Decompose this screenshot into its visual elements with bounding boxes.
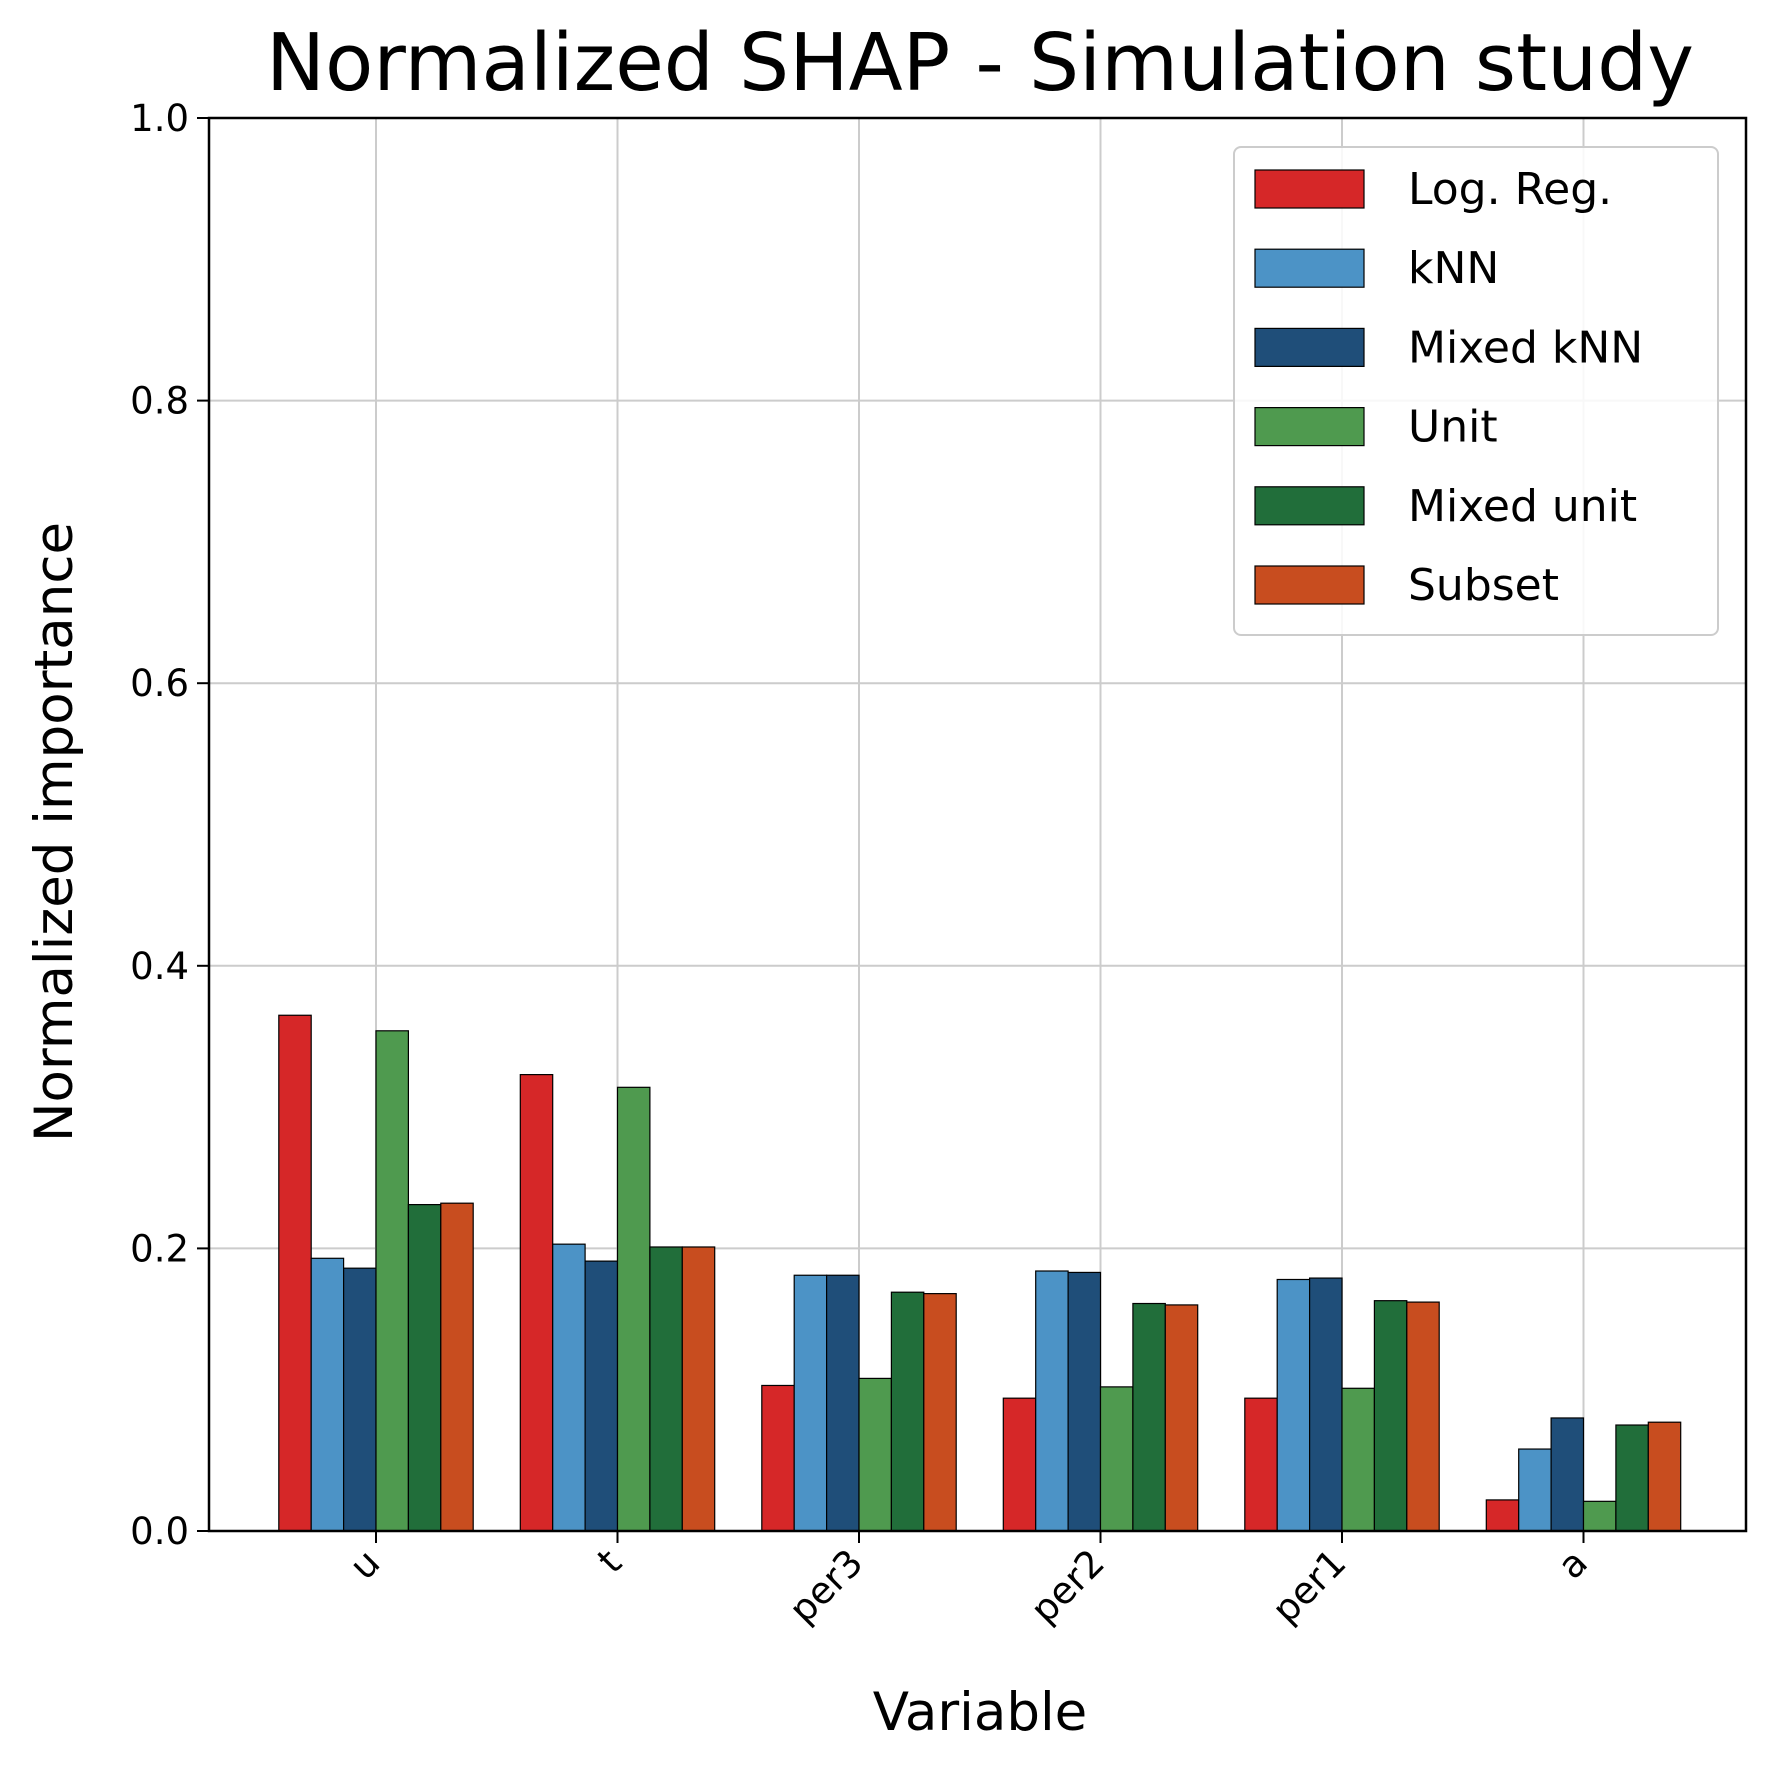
y-axis-label: Normalized importance xyxy=(24,522,85,1142)
bar-mixed-knn-per3 xyxy=(825,1274,860,1532)
y-tick-label: 0.4 xyxy=(130,945,189,988)
y-tick-label: 0.0 xyxy=(130,1510,189,1553)
legend-label: Unit xyxy=(1408,402,1498,453)
bar-unit-per1 xyxy=(1341,1387,1376,1532)
legend-label: Mixed kNN xyxy=(1408,322,1643,373)
bar-mixed-knn-a xyxy=(1550,1417,1585,1532)
bar-unit-t xyxy=(616,1086,651,1532)
x-tick-label: per3 xyxy=(781,1541,872,1632)
bar-log-reg-per3 xyxy=(761,1384,795,1532)
legend-swatch xyxy=(1254,565,1365,605)
bar-mixed-knn-u xyxy=(343,1267,377,1532)
bar-mixed-unit-per2 xyxy=(1132,1302,1166,1532)
bars-layer xyxy=(278,1014,1682,1532)
bar-mixed-unit-a xyxy=(1615,1424,1649,1532)
y-tick-label: 0.2 xyxy=(130,1227,189,1270)
bar-log-reg-per2 xyxy=(1002,1397,1037,1532)
y-tick-label: 0.6 xyxy=(130,662,189,705)
legend-swatch xyxy=(1254,327,1365,367)
plot-frame xyxy=(207,116,1748,1533)
x-tick-label: per2 xyxy=(1022,1541,1113,1632)
bar-mixed-unit-per3 xyxy=(890,1291,925,1532)
legend-swatch xyxy=(1254,169,1365,209)
bar-log-reg-a xyxy=(1485,1499,1520,1532)
bar-knn-t xyxy=(552,1243,586,1532)
bar-unit-u xyxy=(375,1030,410,1532)
legend: Log. Reg. kNN Mixed kNN Unit Mixed unit Subse… xyxy=(1233,146,1719,636)
legend-swatch xyxy=(1254,486,1365,526)
legend-label: Subset xyxy=(1408,560,1559,611)
bar-subset-t xyxy=(681,1246,716,1532)
x-tick-label: t xyxy=(589,1541,630,1582)
bar-unit-per3 xyxy=(858,1377,893,1532)
bar-knn-per2 xyxy=(1035,1270,1069,1532)
bar-mixed-unit-per1 xyxy=(1373,1300,1408,1532)
bar-mixed-unit-t xyxy=(649,1246,683,1532)
bar-knn-a xyxy=(1518,1448,1552,1532)
bar-log-reg-t xyxy=(519,1074,554,1532)
bar-log-reg-per1 xyxy=(1244,1397,1278,1532)
bar-subset-per3 xyxy=(923,1293,957,1532)
bar-knn-per3 xyxy=(793,1274,828,1532)
bar-mixed-knn-per2 xyxy=(1067,1271,1102,1532)
bar-unit-per2 xyxy=(1099,1386,1134,1532)
bar-subset-per2 xyxy=(1164,1304,1199,1532)
bar-log-reg-u xyxy=(278,1014,312,1532)
bar-mixed-knn-t xyxy=(584,1260,619,1532)
legend-swatch xyxy=(1254,407,1365,447)
y-tick-label: 0.8 xyxy=(130,380,189,423)
bar-subset-u xyxy=(440,1202,474,1532)
x-tick-label: per1 xyxy=(1264,1541,1355,1632)
bar-subset-a xyxy=(1647,1421,1682,1532)
bar-unit-a xyxy=(1582,1500,1617,1532)
bar-knn-u xyxy=(310,1257,345,1532)
legend-label: kNN xyxy=(1408,243,1499,294)
x-tick-label: a xyxy=(1549,1541,1595,1587)
legend-label: Mixed unit xyxy=(1408,481,1637,532)
y-tick-label: 1.0 xyxy=(130,97,189,140)
legend-label: Log. Reg. xyxy=(1408,164,1612,215)
chart-title: Normalized SHAP - Simulation study xyxy=(266,17,1694,109)
bar-mixed-knn-per1 xyxy=(1308,1277,1343,1532)
legend-swatch xyxy=(1254,248,1365,288)
x-tick-label: u xyxy=(341,1541,388,1588)
bar-subset-per1 xyxy=(1406,1301,1440,1532)
bar-knn-per1 xyxy=(1276,1278,1311,1532)
x-axis-label: Variable xyxy=(873,1682,1088,1743)
bar-mixed-unit-u xyxy=(407,1203,442,1532)
